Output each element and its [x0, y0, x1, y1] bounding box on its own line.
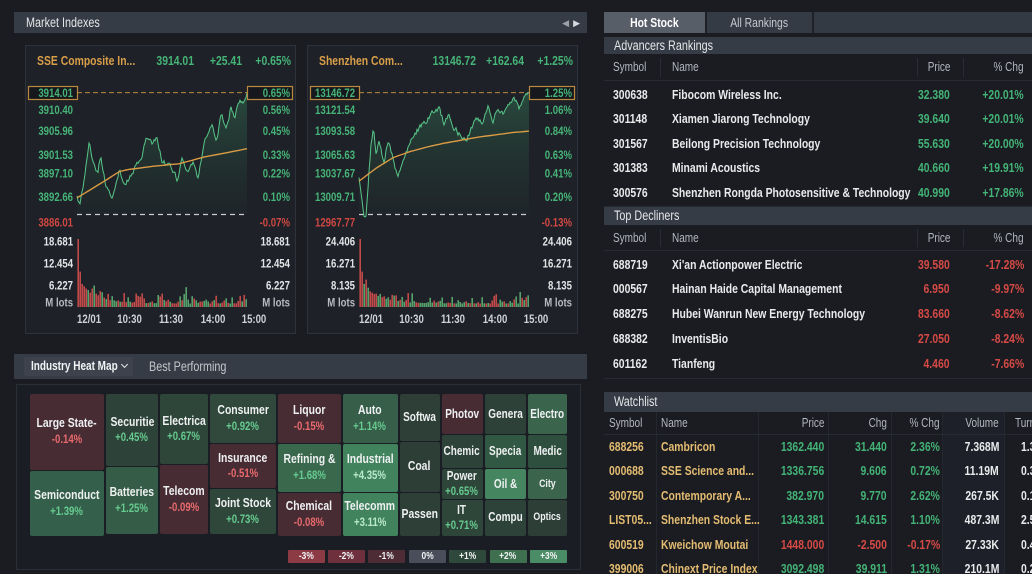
svg-text:11:30: 11:30	[159, 313, 183, 326]
svg-text:13121.54: 13121.54	[315, 104, 355, 117]
svg-text:0.41%: 0.41%	[545, 168, 573, 181]
svg-text:13065.63: 13065.63	[315, 149, 355, 162]
svg-text:8.135: 8.135	[548, 280, 572, 293]
svg-text:0.65%: 0.65%	[263, 87, 291, 100]
svg-text:16.271: 16.271	[326, 258, 355, 271]
svg-text:18.681: 18.681	[44, 236, 73, 249]
svg-text:M lots: M lots	[45, 297, 73, 310]
svg-text:3910.40: 3910.40	[38, 104, 73, 117]
svg-text:0.56%: 0.56%	[263, 104, 291, 117]
svg-text:10:30: 10:30	[399, 313, 424, 326]
svg-text:14:00: 14:00	[201, 313, 226, 326]
svg-text:14:00: 14:00	[483, 313, 508, 326]
svg-text:M lots: M lots	[262, 297, 290, 310]
svg-text:3892.66: 3892.66	[38, 191, 73, 204]
svg-text:+162.64: +162.64	[486, 54, 524, 68]
svg-text:12/01: 12/01	[77, 313, 101, 326]
svg-text:3901.53: 3901.53	[38, 149, 73, 162]
svg-text:3886.01: 3886.01	[38, 217, 73, 230]
svg-text:10:30: 10:30	[117, 313, 142, 326]
svg-text:6.227: 6.227	[266, 280, 290, 293]
svg-text:SSE Composite In...: SSE Composite In...	[37, 54, 135, 68]
svg-text:3914.01: 3914.01	[38, 87, 73, 100]
svg-text:+25.41: +25.41	[210, 54, 242, 68]
svg-text:12967.77: 12967.77	[315, 217, 355, 230]
svg-text:0.20%: 0.20%	[545, 191, 573, 204]
svg-text:12/01: 12/01	[359, 313, 383, 326]
svg-text:24.406: 24.406	[326, 236, 355, 249]
svg-text:12.454: 12.454	[44, 258, 73, 271]
svg-text:M lots: M lots	[544, 297, 572, 310]
svg-text:3905.96: 3905.96	[38, 125, 73, 138]
svg-text:24.406: 24.406	[543, 236, 572, 249]
svg-text:0.63%: 0.63%	[545, 149, 573, 162]
svg-text:3914.01: 3914.01	[156, 54, 194, 68]
svg-text:1.06%: 1.06%	[545, 104, 573, 117]
svg-text:15:00: 15:00	[242, 313, 267, 326]
svg-text:11:30: 11:30	[441, 313, 465, 326]
svg-text:15:00: 15:00	[524, 313, 549, 326]
svg-text:-0.07%: -0.07%	[260, 217, 291, 230]
svg-text:0.45%: 0.45%	[263, 125, 291, 138]
svg-text:0.10%: 0.10%	[263, 191, 291, 204]
svg-text:6.227: 6.227	[49, 280, 73, 293]
svg-text:+0.65%: +0.65%	[255, 54, 291, 68]
svg-text:13037.67: 13037.67	[315, 168, 355, 181]
svg-text:+1.25%: +1.25%	[537, 54, 573, 68]
svg-text:16.271: 16.271	[543, 258, 572, 271]
svg-text:12.454: 12.454	[261, 258, 290, 271]
svg-text:13009.71: 13009.71	[315, 191, 355, 204]
svg-text:-0.13%: -0.13%	[542, 217, 573, 230]
svg-text:18.681: 18.681	[261, 236, 290, 249]
svg-text:8.135: 8.135	[331, 280, 355, 293]
svg-text:0.22%: 0.22%	[263, 168, 291, 181]
svg-text:13146.72: 13146.72	[315, 87, 355, 100]
svg-text:Shenzhen Com...: Shenzhen Com...	[319, 54, 403, 68]
svg-text:13093.58: 13093.58	[315, 125, 355, 138]
svg-text:0.84%: 0.84%	[545, 125, 573, 138]
svg-text:M lots: M lots	[327, 297, 355, 310]
svg-text:1.25%: 1.25%	[545, 87, 573, 100]
svg-text:3897.10: 3897.10	[38, 168, 73, 181]
svg-text:0.33%: 0.33%	[263, 149, 291, 162]
svg-text:13146.72: 13146.72	[433, 54, 477, 68]
